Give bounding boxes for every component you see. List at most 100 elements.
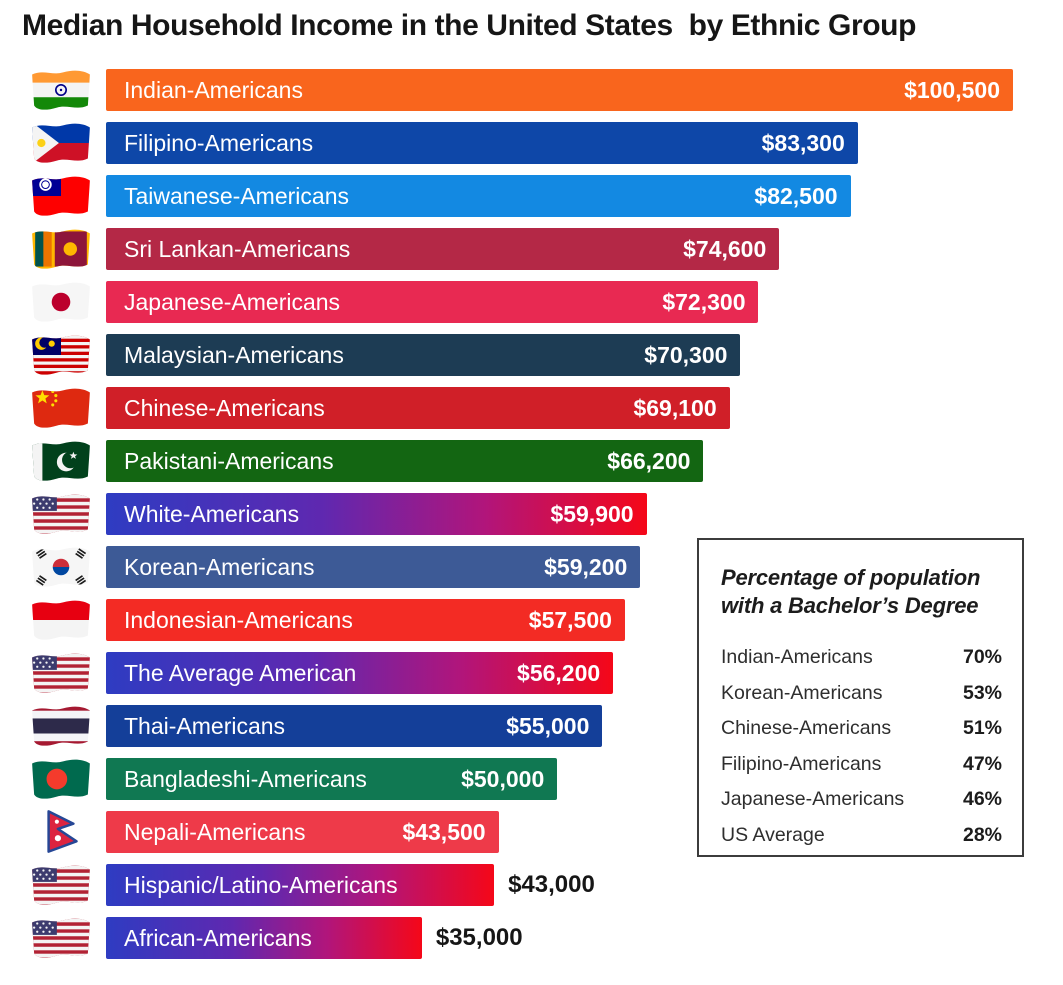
bar-value: $43,500 [402, 818, 486, 845]
bar: Thai-Americans $55,000 [106, 705, 603, 747]
flag-usa-icon [30, 650, 92, 696]
bar-row: Taiwanese-Americans $82,500 [0, 175, 1063, 217]
bar-label: Taiwanese-Americans [124, 182, 349, 209]
bar-row: Pakistani-Americans $66,200 [0, 440, 1063, 482]
bar-label: Pakistani-Americans [124, 447, 334, 474]
bar: Chinese-Americans $69,100 [106, 387, 730, 429]
bar-value: $74,600 [683, 235, 767, 262]
bar-row: Thai-Americans $55,000 [0, 705, 1063, 747]
bar-row: Filipino-Americans $83,300 [0, 122, 1063, 164]
legend-label: Indian-Americans [721, 646, 873, 669]
legend-row: US Average 28% [721, 824, 1002, 847]
bar: African-Americans [106, 917, 422, 959]
bachelors-degree-legend: Percentage of population with a Bachelor… [697, 538, 1024, 857]
bar-row: African-Americans $35,000 [0, 917, 1063, 959]
bar-label: Bangladeshi-Americans [124, 765, 367, 792]
legend-row: Japanese-Americans 46% [721, 788, 1002, 811]
legend-label: Filipino-Americans [721, 752, 882, 775]
flag-south-korea-icon [30, 544, 92, 590]
bar: Japanese-Americans $72,300 [106, 281, 759, 323]
flag-indonesia-icon [30, 597, 92, 643]
legend-value: 46% [962, 788, 1002, 811]
legend-label: Japanese-Americans [721, 788, 905, 811]
bar-label: Sri Lankan-Americans [124, 235, 351, 262]
legend-title: Percentage of population with a Bachelor… [721, 565, 981, 619]
legend-value: 28% [962, 823, 1002, 846]
flag-philippines-icon [30, 120, 92, 166]
bar: Hispanic/Latino-Americans [106, 864, 495, 906]
bar-row: White-Americans $59,900 [0, 493, 1063, 535]
bar-row: Chinese-Americans $69,100 [0, 387, 1063, 429]
bar-value: $59,900 [550, 500, 634, 527]
bar-label: Hispanic/Latino-Americans [124, 871, 398, 898]
bar-label: Korean-Americans [124, 553, 315, 580]
bar-chart: Indian-Americans $100,500 Filipino-Ameri… [0, 69, 1063, 970]
bar-label: African-Americans [124, 924, 312, 951]
bar-label: Indian-Americans [124, 76, 303, 103]
bar-value: $69,100 [633, 394, 717, 421]
legend-value: 47% [962, 752, 1002, 775]
flag-thailand-icon [30, 703, 92, 749]
bar-row: Indian-Americans $100,500 [0, 69, 1063, 111]
bar: Nepali-Americans $43,500 [106, 811, 499, 853]
legend-label: Chinese-Americans [721, 717, 892, 740]
bar-value: $100,500 [904, 76, 1000, 103]
legend-row: Filipino-Americans 47% [721, 753, 1002, 776]
bar-label: Filipino-Americans [124, 129, 314, 156]
bar: Bangladeshi-Americans $50,000 [106, 758, 558, 800]
bar: Filipino-Americans $83,300 [106, 122, 858, 164]
flag-india-icon [30, 67, 92, 113]
bar-value: $70,300 [644, 341, 728, 368]
legend-label: Korean-Americans [721, 681, 883, 704]
bar: Sri Lankan-Americans $74,600 [106, 228, 780, 270]
bar-row: Malaysian-Americans $70,300 [0, 334, 1063, 376]
bar-label: Chinese-Americans [124, 394, 325, 421]
flag-usa-icon [30, 862, 92, 908]
bar: Indian-Americans $100,500 [106, 69, 1013, 111]
bar-value: $59,200 [544, 553, 628, 580]
bar-row: The Average American $56,200 [0, 652, 1063, 694]
legend-value: 70% [962, 646, 1002, 669]
legend-label: US Average [721, 823, 825, 846]
bar-label: Indonesian-Americans [124, 606, 353, 633]
flag-nepal-icon [30, 809, 92, 855]
legend-value: 51% [962, 717, 1002, 740]
bar-label: Nepali-Americans [124, 818, 306, 845]
flag-usa-icon [30, 491, 92, 537]
bar-label: Malaysian-Americans [124, 341, 344, 368]
flag-pakistan-icon [30, 438, 92, 484]
bar-row: Korean-Americans $59,200 [0, 546, 1063, 588]
legend-row: Korean-Americans 53% [721, 682, 1002, 705]
bar-label: White-Americans [124, 500, 300, 527]
bar: Malaysian-Americans $70,300 [106, 334, 741, 376]
bar-row: Bangladeshi-Americans $50,000 [0, 758, 1063, 800]
bar-value: $83,300 [761, 129, 845, 156]
bar-value: $82,500 [754, 182, 838, 209]
bar-row: Japanese-Americans $72,300 [0, 281, 1063, 323]
bar-label: Thai-Americans [124, 712, 286, 739]
bar-value: $72,300 [662, 288, 746, 315]
bar: Indonesian-Americans $57,500 [106, 599, 625, 641]
bar-label: Japanese-Americans [124, 288, 341, 315]
bar: Taiwanese-Americans $82,500 [106, 175, 851, 217]
bar-value: $35,000 [435, 924, 523, 951]
flag-taiwan-icon [30, 173, 92, 219]
bar-row: Indonesian-Americans $57,500 [0, 599, 1063, 641]
bar-row: Nepali-Americans $43,500 [0, 809, 1063, 855]
flag-sri-lanka-icon [30, 226, 92, 272]
bar-row: Sri Lankan-Americans $74,600 [0, 228, 1063, 270]
bar-value: $50,000 [461, 765, 545, 792]
flag-malaysia-icon [30, 332, 92, 378]
bar: White-Americans $59,900 [106, 493, 647, 535]
bar-label: The Average American [124, 659, 357, 686]
bar-value: $66,200 [607, 447, 691, 474]
bar-value: $55,000 [506, 712, 590, 739]
page-title: Median Household Income in the United St… [22, 9, 917, 42]
bar: Korean-Americans $59,200 [106, 546, 641, 588]
legend-row: Indian-Americans 70% [721, 646, 1002, 669]
bar-row: Hispanic/Latino-Americans $43,000 [0, 864, 1063, 906]
bar: Pakistani-Americans $66,200 [106, 440, 704, 482]
flag-usa-icon [30, 915, 92, 961]
flag-bangladesh-icon [30, 756, 92, 802]
